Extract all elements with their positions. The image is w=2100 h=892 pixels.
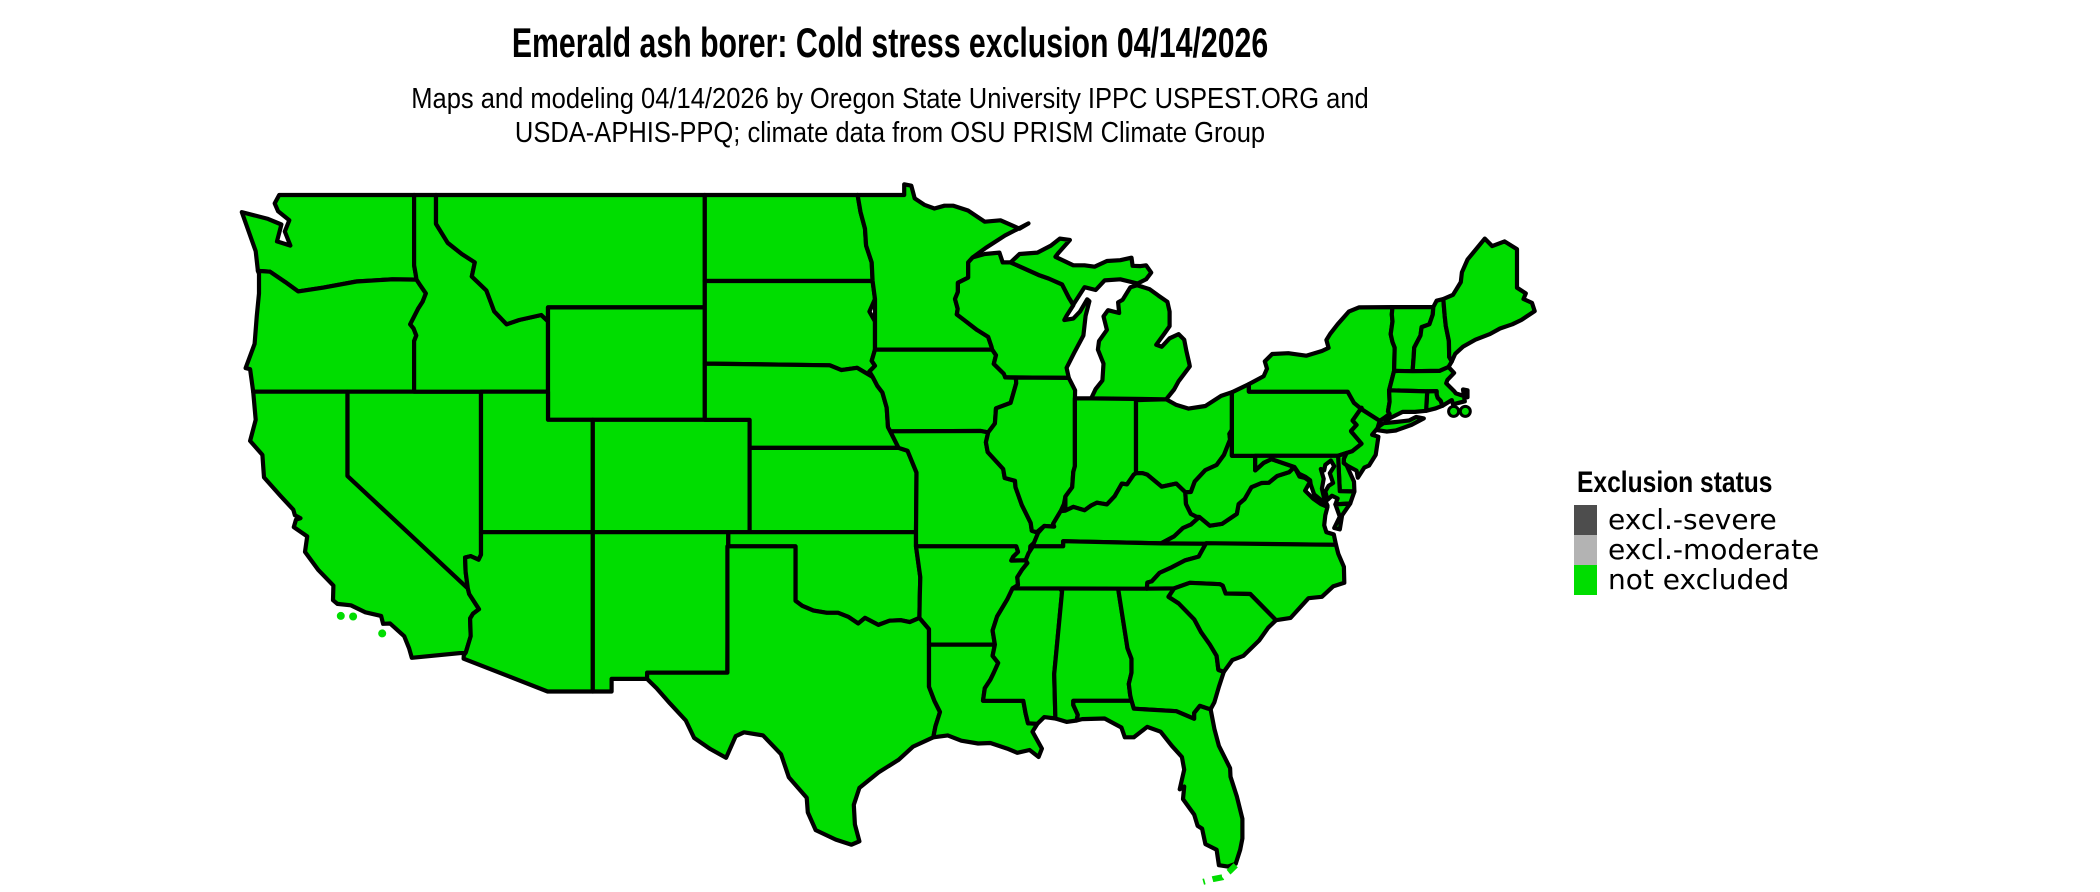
state-new-mexico xyxy=(590,530,731,694)
state-florida xyxy=(1071,698,1245,869)
state-arizona xyxy=(461,530,595,694)
legend-item: excl.-severe xyxy=(1574,505,1819,535)
legend-label: not excluded xyxy=(1608,563,1790,596)
state-long-island xyxy=(1375,414,1426,434)
state-michigan-lower xyxy=(1089,283,1192,402)
florida-keys-islands xyxy=(1202,863,1238,885)
legend-swatch xyxy=(1574,565,1597,595)
state-colorado xyxy=(590,417,752,535)
map-title: Emerald ash borer: Cold stress exclusion… xyxy=(511,19,1269,66)
map-subtitle-line2: USDA-APHIS-PPQ; climate data from OSU PR… xyxy=(514,117,1266,149)
state-wyoming xyxy=(545,305,707,422)
legend: Exclusion status excl.-severe excl.-moder… xyxy=(1574,468,1819,595)
state-maine xyxy=(1441,236,1537,364)
legend-title: Exclusion status xyxy=(1577,466,1773,499)
state-south-carolina xyxy=(1166,580,1279,674)
island xyxy=(1447,404,1461,418)
state-pennsylvania xyxy=(1229,382,1364,458)
state-virginia-eastern-shore xyxy=(1332,501,1353,532)
legend-item: not excluded xyxy=(1574,565,1819,595)
legend-swatch xyxy=(1574,535,1597,565)
legend-items: excl.-severe excl.-moderate not excluded xyxy=(1574,505,1819,595)
state-maryland xyxy=(1253,453,1357,508)
state-north-dakota xyxy=(702,192,875,284)
legend-swatch xyxy=(1574,505,1597,535)
state-connecticut xyxy=(1383,388,1430,423)
map-subtitle-line1: Maps and modeling 04/14/2026 by Oregon S… xyxy=(411,83,1369,115)
map-subtitle: Maps and modeling 04/14/2026 by Oregon S… xyxy=(107,82,1673,150)
state-oregon xyxy=(243,268,428,394)
legend-label: excl.-moderate xyxy=(1608,533,1820,566)
state-michigan-upper xyxy=(1008,236,1154,307)
state-texas xyxy=(644,544,943,847)
island xyxy=(1458,404,1472,418)
island xyxy=(336,611,345,620)
state-rhode-island xyxy=(1424,389,1445,413)
island xyxy=(378,629,387,638)
legend-item: excl.-moderate xyxy=(1574,535,1819,565)
state-kansas xyxy=(747,445,919,535)
island xyxy=(349,612,358,621)
legend-label: excl.-severe xyxy=(1608,503,1777,536)
